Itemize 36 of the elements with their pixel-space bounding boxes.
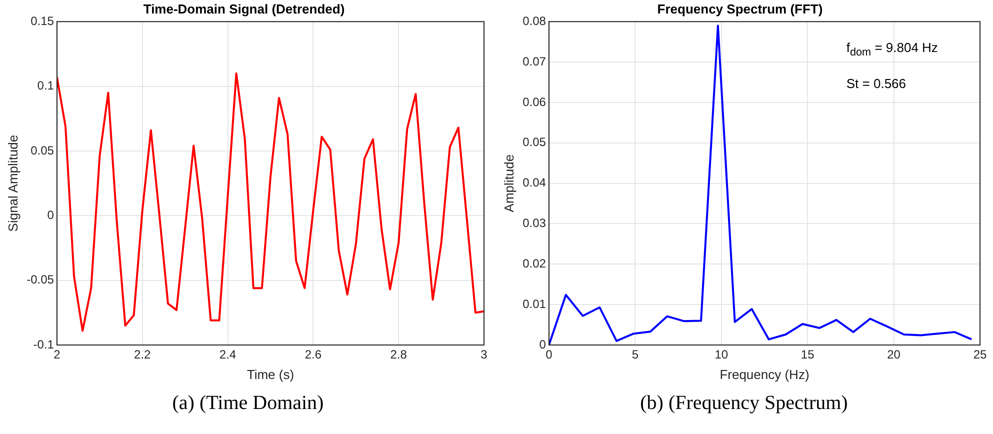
chart-title: Time-Domain Signal (Detrended) xyxy=(143,1,345,16)
y-tick-label: 0.1 xyxy=(37,78,54,93)
y-tick-label: 0.02 xyxy=(522,256,546,270)
y-tick-label: 0.08 xyxy=(522,14,546,28)
y-axis-title: Amplitude xyxy=(501,154,516,212)
y-axis-title: Signal Amplitude xyxy=(5,134,20,232)
y-tick-label: 0.05 xyxy=(30,143,54,158)
x-axis-title: Time (s) xyxy=(246,366,294,382)
x-tick-label: 10 xyxy=(714,348,728,362)
text: (b) (Frequency Spectrum) xyxy=(639,392,849,415)
x-axis-title: Frequency (Hz) xyxy=(720,366,810,382)
x-tick-label: 20 xyxy=(887,348,901,362)
text: (a) (Time Domain) xyxy=(171,392,325,415)
x-tick-label: 15 xyxy=(800,348,815,362)
y-tick-label: -0.1 xyxy=(33,337,54,352)
annotation: f$_{dom}$ = 9.804 Hz xyxy=(846,40,938,58)
annotation: St = 0.566 xyxy=(846,76,906,91)
x-tick-label: 2.2 xyxy=(134,348,152,362)
y-tick-label: 0.06 xyxy=(522,94,546,109)
y-tick-label: 0.03 xyxy=(522,216,546,230)
y-tick-label: 0 xyxy=(47,208,54,222)
x-tick-label: 2.6 xyxy=(304,348,322,362)
y-tick-label: 0.04 xyxy=(522,176,546,190)
x-tick-label: 2.8 xyxy=(390,348,408,362)
x-tick-label: 2 xyxy=(54,348,61,362)
y-tick-label: 0.07 xyxy=(522,54,546,68)
y-tick-label: 0 xyxy=(539,337,546,352)
x-tick-label: 2.4 xyxy=(219,348,236,362)
x-tick-label: 3 xyxy=(480,348,488,362)
y-tick-label: 0.15 xyxy=(30,14,54,28)
x-tick-label: 25 xyxy=(973,348,987,362)
y-tick-label: 0.05 xyxy=(522,135,546,150)
x-tick-label: 5 xyxy=(632,348,639,362)
y-tick-label: -0.05 xyxy=(26,272,54,287)
y-tick-label: 0.01 xyxy=(522,296,546,311)
chart-title: Frequency Spectrum (FFT) xyxy=(657,1,823,16)
